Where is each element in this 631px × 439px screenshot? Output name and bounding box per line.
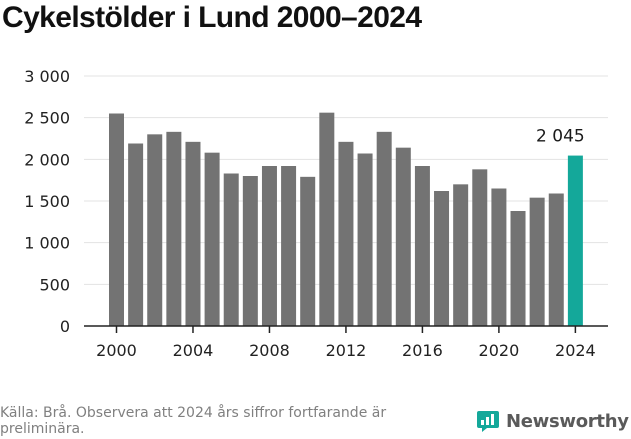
bar xyxy=(491,188,507,326)
bar xyxy=(128,143,144,326)
bar xyxy=(223,173,239,326)
bar xyxy=(261,166,277,326)
data-labels: 2 045 xyxy=(536,127,585,147)
x-axis-tick-labels: 2000 2004 2008 2012 2016 2020 2024 xyxy=(96,341,596,360)
bar xyxy=(338,141,354,326)
newsworthy-logo-icon xyxy=(477,411,499,432)
bar xyxy=(319,112,335,327)
bar xyxy=(376,131,392,326)
bar xyxy=(357,153,373,326)
x-tick-label: 2024 xyxy=(555,341,596,360)
brand-name: Newsworthy xyxy=(506,410,629,432)
y-axis-tick-labels: 0 500 1 000 1 500 2 000 2 500 3 000 xyxy=(24,67,70,336)
chart-title: Cykelstölder i Lund 2000–2024 xyxy=(2,1,422,34)
bar xyxy=(548,193,564,326)
bar xyxy=(453,184,469,326)
bar xyxy=(510,211,526,326)
bar-highlight xyxy=(567,155,583,326)
y-tick-label: 2 500 xyxy=(24,109,70,128)
x-tick-label: 2016 xyxy=(402,341,443,360)
x-tick-label: 2020 xyxy=(479,341,520,360)
x-tick-label: 2012 xyxy=(326,341,367,360)
y-tick-label: 2 000 xyxy=(24,150,70,169)
y-tick-label: 1 000 xyxy=(24,234,70,253)
x-tick-label: 2008 xyxy=(249,341,290,360)
source-note: Källa: Brå. Observera att 2024 års siffr… xyxy=(0,405,387,437)
bar xyxy=(414,166,430,326)
y-tick-label: 3 000 xyxy=(24,67,70,86)
bar xyxy=(395,147,411,326)
data-label-highlight: 2 045 xyxy=(536,127,585,147)
bar xyxy=(204,152,220,326)
bar xyxy=(281,166,297,326)
bar xyxy=(300,176,316,326)
bar xyxy=(147,134,163,326)
bar xyxy=(166,131,182,326)
bar xyxy=(109,113,124,326)
brand-logo: Newsworthy xyxy=(476,409,629,433)
y-tick-label: 1 500 xyxy=(24,192,70,211)
bars xyxy=(109,112,583,327)
y-tick-label: 0 xyxy=(60,317,70,336)
bar xyxy=(242,176,258,326)
x-tick-label: 2000 xyxy=(96,341,137,360)
y-tick-label: 500 xyxy=(39,275,70,294)
bar xyxy=(472,169,488,326)
bar xyxy=(434,191,450,326)
x-axis xyxy=(84,325,608,333)
bar xyxy=(185,141,201,326)
x-tick-label: 2004 xyxy=(173,341,214,360)
bar xyxy=(529,197,545,326)
